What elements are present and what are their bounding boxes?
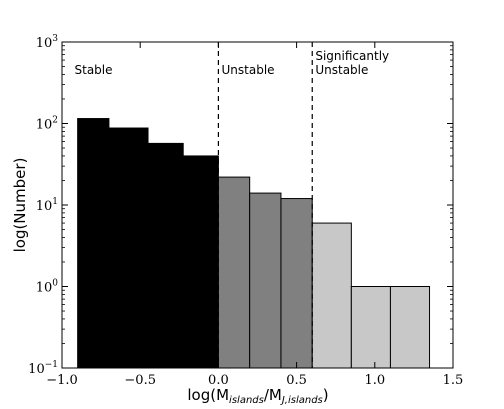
x-tick-label-1: −0.5: [124, 373, 156, 388]
histogram-bar-2: [147, 142, 184, 369]
x-tick-label-0: −1.0: [46, 373, 78, 388]
region-labels: Stable Unstable Significantly Unstable: [75, 49, 390, 77]
x-axis-ticks: −1.0 −0.5 0.0 0.5 1.0 1.5: [46, 42, 463, 388]
histogram-bar-7: [311, 222, 352, 369]
region-label-1: Unstable: [222, 63, 275, 77]
histogram-bar-5: [249, 192, 282, 369]
x-tick-label-3: 0.5: [286, 373, 307, 388]
bars-group: [77, 118, 431, 369]
region-label-0: Stable: [75, 63, 113, 77]
y-tick-label-2: 101: [36, 197, 58, 214]
y-tick-label-4: 103: [36, 34, 59, 51]
region-label-2: Significantly Unstable: [315, 49, 389, 77]
histogram-bar-0: [77, 118, 110, 369]
x-tick-label-2: 0.0: [208, 373, 229, 388]
x-axis-label-main: log(M: [187, 386, 229, 404]
histogram-bar-1: [108, 127, 149, 369]
y-tick-label-0: 10−1: [28, 360, 58, 377]
histogram-bar-9: [389, 286, 431, 369]
x-axis-label-sub2: J,islands: [280, 395, 323, 406]
region-dividers: [217, 42, 313, 368]
x-axis-label-mid: /M: [264, 386, 282, 404]
x-axis-label-sub1: islands: [229, 395, 264, 406]
y-tick-label-1: 100: [36, 279, 59, 296]
y-axis-ticks: 10−1 100 101 102 103: [28, 34, 453, 377]
x-tick-label-4: 1.0: [364, 373, 385, 388]
y-axis-label: log(Number): [11, 158, 29, 253]
histogram-bar-3: [182, 155, 219, 369]
y-tick-label-3: 102: [36, 116, 58, 133]
histogram-bar-4: [217, 176, 251, 369]
x-axis-label: log(Mislands/MJ,islands): [187, 386, 328, 406]
histogram-bar-8: [350, 286, 391, 369]
x-tick-label-5: 1.5: [443, 373, 464, 388]
x-axis-label-end: ): [323, 386, 329, 404]
histogram-bar-6: [280, 198, 313, 369]
